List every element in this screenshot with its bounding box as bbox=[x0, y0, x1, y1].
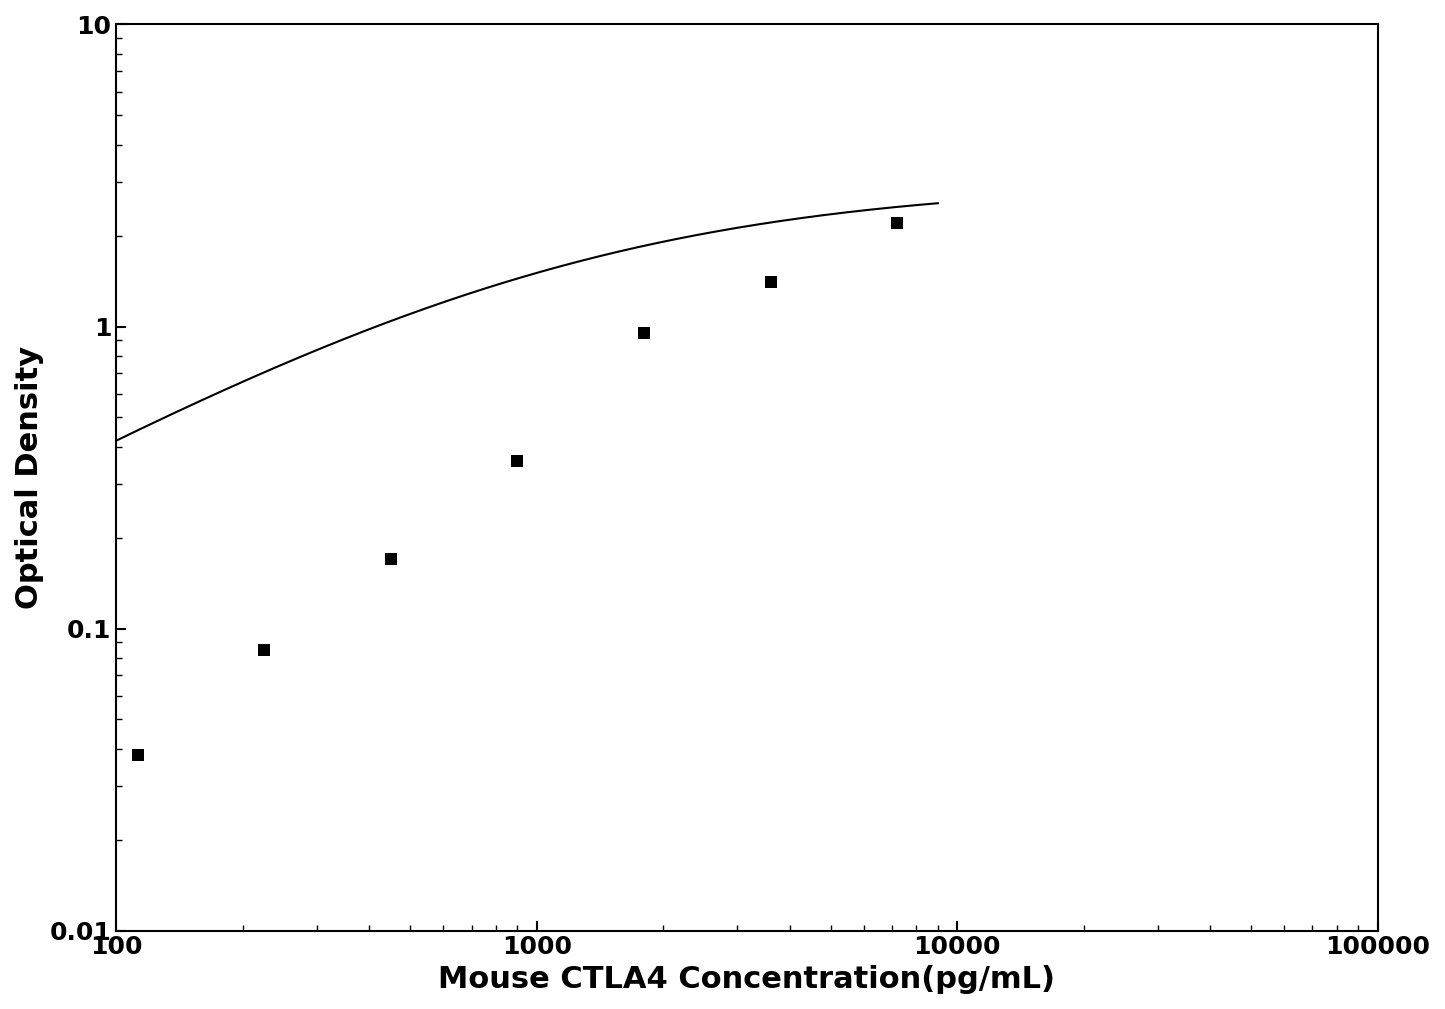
Point bbox=[126, 748, 149, 764]
Point bbox=[380, 551, 403, 567]
X-axis label: Mouse CTLA4 Concentration(pg/mL): Mouse CTLA4 Concentration(pg/mL) bbox=[438, 965, 1055, 994]
Y-axis label: Optical Density: Optical Density bbox=[14, 346, 43, 609]
Point bbox=[506, 452, 529, 468]
Point bbox=[633, 325, 656, 341]
Point bbox=[759, 274, 782, 291]
Point bbox=[253, 642, 276, 658]
Point bbox=[886, 215, 909, 231]
